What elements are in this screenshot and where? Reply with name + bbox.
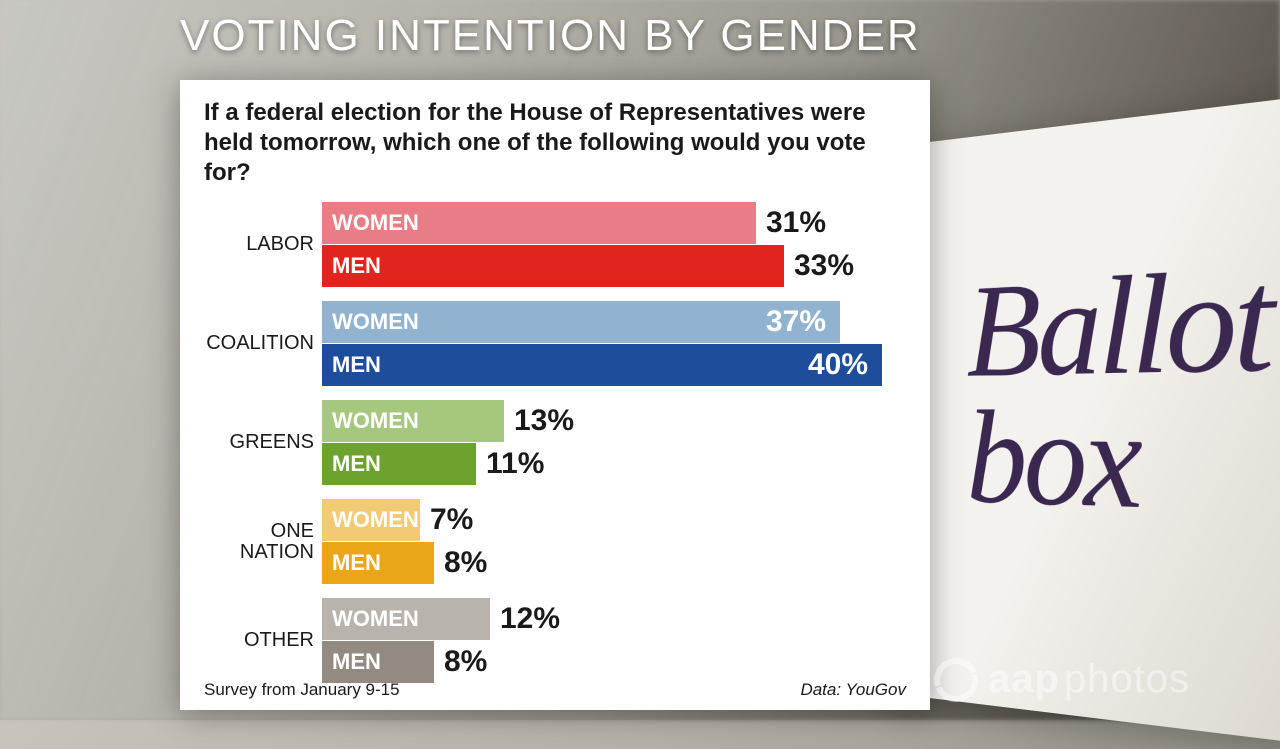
bar: MEN	[322, 245, 784, 287]
bar: WOMEN	[322, 499, 420, 541]
survey-note: Survey from January 9-15	[204, 680, 400, 700]
party-label: LABOR	[204, 234, 322, 255]
bar: WOMEN	[322, 202, 756, 244]
bar-row: WOMEN 37%	[322, 301, 906, 343]
bar-value: 11%	[486, 447, 544, 481]
bar: MEN 40%	[322, 344, 882, 386]
chart-footer: Survey from January 9-15 Data: YouGov	[204, 680, 906, 700]
party-label: OTHER	[204, 630, 322, 651]
gender-label: MEN	[332, 550, 381, 576]
chart-question: If a federal election for the House of R…	[204, 98, 906, 188]
bar-row: MEN 11%	[322, 443, 906, 485]
chart-card: If a federal election for the House of R…	[180, 80, 930, 710]
aap-logo-icon	[934, 658, 978, 702]
bar: MEN	[322, 542, 434, 584]
bar-row: WOMEN 13%	[322, 400, 906, 442]
gender-label: MEN	[332, 451, 381, 477]
bar-row: MEN 8%	[322, 641, 906, 683]
party-label: COALITION	[204, 333, 322, 354]
bar-value: 8%	[444, 645, 487, 679]
data-source: Data: YouGov	[800, 680, 906, 700]
gender-label: MEN	[332, 253, 381, 279]
gender-label: WOMEN	[332, 210, 419, 236]
bar-value: 37%	[766, 305, 826, 339]
bar-value: 7%	[430, 503, 473, 537]
bar: MEN	[322, 641, 434, 683]
party-group: OTHER WOMEN 12% MEN 8%	[204, 598, 906, 683]
party-label: ONENATION	[204, 521, 322, 563]
bar-row: WOMEN 12%	[322, 598, 906, 640]
party-group: ONENATION WOMEN 7% MEN 8%	[204, 499, 906, 584]
title-bar: VOTING INTENTION BY GENDER	[0, 0, 1280, 72]
bar-value: 40%	[808, 348, 868, 382]
page-title: VOTING INTENTION BY GENDER	[180, 11, 921, 61]
ballot-box-graphic: Ballotbox	[909, 91, 1280, 749]
bar: WOMEN 37%	[322, 301, 840, 343]
watermark: aapphotos	[934, 657, 1190, 702]
bar: WOMEN	[322, 400, 504, 442]
gender-label: WOMEN	[332, 606, 419, 632]
bar-value: 13%	[514, 404, 574, 438]
gender-label: MEN	[332, 649, 381, 675]
watermark-text: aapphotos	[988, 657, 1190, 702]
gender-label: WOMEN	[332, 309, 419, 335]
bar-value: 31%	[766, 206, 826, 240]
bar-value: 33%	[794, 249, 854, 283]
party-group: GREENS WOMEN 13% MEN 11%	[204, 400, 906, 485]
bars-column: WOMEN 13% MEN 11%	[322, 400, 906, 485]
bar-row: MEN 8%	[322, 542, 906, 584]
bar-row: WOMEN 31%	[322, 202, 906, 244]
chart-body: LABOR WOMEN 31% MEN 33% COALITION WOMEN 37% MEN 4…	[204, 202, 906, 683]
bars-column: WOMEN 12% MEN 8%	[322, 598, 906, 683]
gender-label: WOMEN	[332, 507, 419, 533]
bars-column: WOMEN 37% MEN 40%	[322, 301, 906, 386]
bar-row: WOMEN 7%	[322, 499, 906, 541]
party-group: COALITION WOMEN 37% MEN 40%	[204, 301, 906, 386]
bar-value: 12%	[500, 602, 560, 636]
bar-row: MEN 33%	[322, 245, 906, 287]
party-group: LABOR WOMEN 31% MEN 33%	[204, 202, 906, 287]
bar: WOMEN	[322, 598, 490, 640]
gender-label: MEN	[332, 352, 381, 378]
bar-row: MEN 40%	[322, 344, 906, 386]
bar: MEN	[322, 443, 476, 485]
bars-column: WOMEN 7% MEN 8%	[322, 499, 906, 584]
ballot-box-label: Ballotbox	[967, 250, 1271, 533]
gender-label: WOMEN	[332, 408, 419, 434]
party-label: GREENS	[204, 432, 322, 453]
bar-value: 8%	[444, 546, 487, 580]
bars-column: WOMEN 31% MEN 33%	[322, 202, 906, 287]
